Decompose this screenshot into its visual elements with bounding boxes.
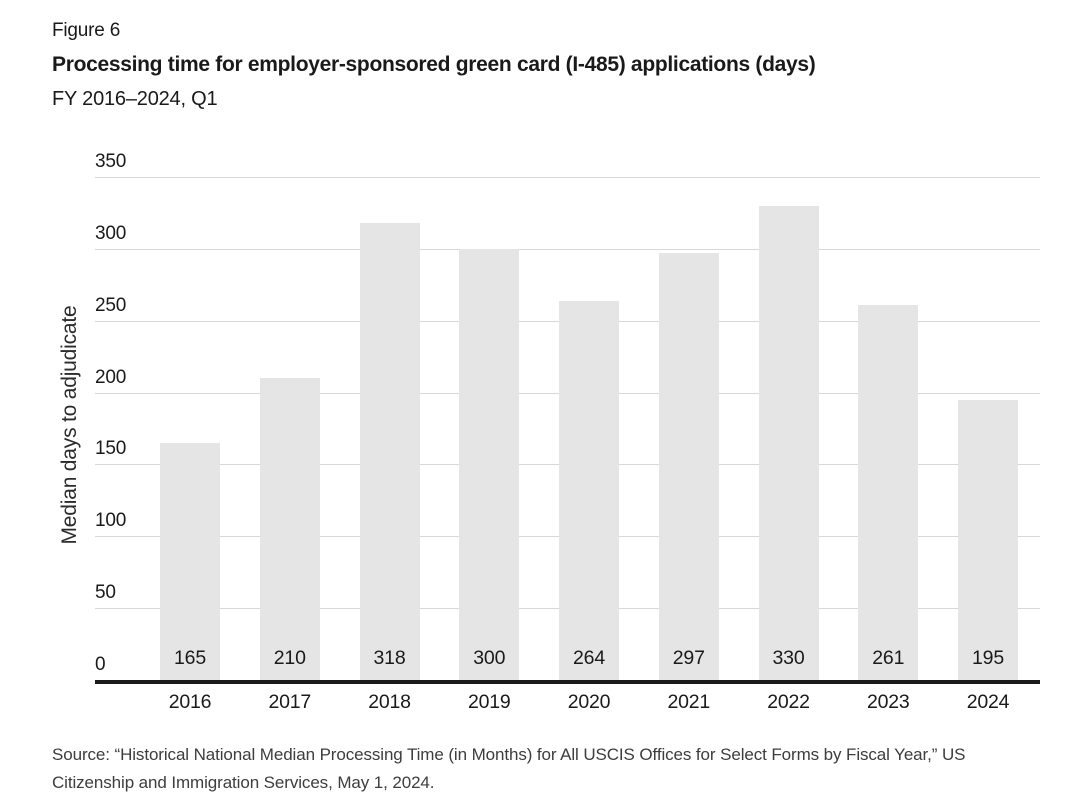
bar-2019: 300: [459, 248, 520, 680]
bars-layer: 165 210 318 300 264 297 330 261 195: [160, 177, 1018, 680]
bar-value-label: 330: [772, 647, 805, 669]
figure-label: Figure 6: [52, 20, 121, 41]
x-tick-label: 2021: [667, 691, 711, 713]
y-tick-label: 350: [95, 151, 127, 172]
bar-value-label: 297: [672, 647, 705, 669]
gridline: [95, 248, 1040, 250]
x-axis-baseline: [95, 680, 1040, 684]
bar-2021: 297: [658, 253, 719, 680]
y-tick-label: 300: [95, 222, 127, 244]
bar-value-label: 210: [273, 647, 306, 669]
y-tick-label: 250: [95, 294, 127, 316]
x-tick-label: 2016: [168, 691, 212, 713]
bar-value-label: 300: [473, 647, 506, 669]
y-axis-title: Median days to adjudicate: [58, 305, 81, 545]
x-tick-label: 2023: [866, 691, 910, 713]
x-tick-label: 2020: [567, 691, 611, 713]
bar-2022: 330: [758, 205, 819, 680]
y-tick-label: 150: [95, 438, 127, 460]
bar-2017: 210: [259, 378, 320, 680]
x-tick-label: 2024: [966, 691, 1010, 713]
y-tick-label: 200: [95, 366, 127, 388]
bar-2016: 165: [160, 442, 220, 680]
y-tick-label: 0: [95, 654, 106, 675]
bar-2020: 264: [559, 300, 619, 680]
x-tick-label: 2019: [467, 691, 511, 713]
bar-2018: 318: [359, 223, 420, 680]
chart-title: Processing time for employer-sponsored g…: [52, 53, 816, 76]
bar-value-label: 318: [373, 647, 406, 669]
x-tick-label: 2017: [268, 691, 312, 713]
x-tick-label: 2022: [767, 691, 810, 713]
chart-subtitle: FY 2016–2024, Q1: [52, 88, 218, 110]
bar-2023: 261: [858, 304, 919, 680]
bar-value-label: 195: [972, 647, 1004, 669]
x-tick-labels-layer: 2016 2017 2018 2019 2020 2021 2022 2023 2024: [160, 691, 1018, 714]
gridline: [95, 177, 1040, 178]
source-note: Source: “Historical National Median Proc…: [52, 745, 966, 792]
y-tick-label: 100: [95, 510, 127, 532]
x-tick-label: 2018: [368, 691, 411, 713]
bar-value-label: 165: [174, 647, 206, 669]
bar-value-label: 264: [573, 647, 605, 669]
y-tick-label: 50: [95, 582, 116, 604]
bar-2024: 195: [958, 399, 1018, 680]
plot-area: 0 50 100 150 200 250 300 350 165 210 318 300 264 297…: [95, 150, 1040, 715]
bar-value-label: 261: [872, 647, 905, 669]
